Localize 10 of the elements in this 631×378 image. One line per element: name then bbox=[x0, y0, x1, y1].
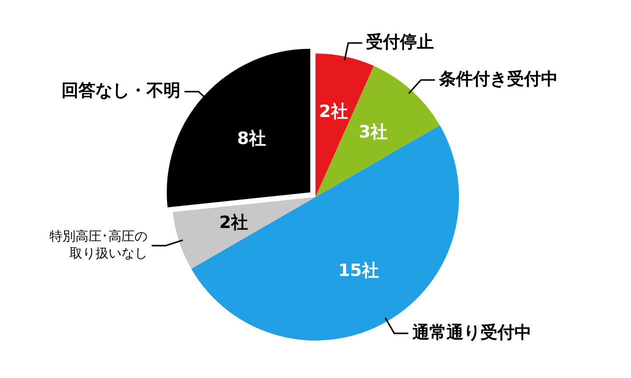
data-label: 2社 bbox=[318, 102, 348, 122]
slice-label: 条件付き受付中 bbox=[438, 69, 558, 90]
data-label: 2社 bbox=[219, 213, 248, 234]
slice-label: 特別高圧･高圧の取り扱いなし bbox=[50, 228, 148, 262]
data-label: 8社 bbox=[237, 128, 266, 149]
slice-label: 回答なし・不明 bbox=[61, 81, 180, 102]
data-label: 15社 bbox=[338, 260, 379, 281]
slice-label: 受付停止 bbox=[366, 32, 434, 52]
slice-label: 通常通り受付中 bbox=[411, 322, 532, 343]
data-label: 3社 bbox=[358, 122, 388, 142]
